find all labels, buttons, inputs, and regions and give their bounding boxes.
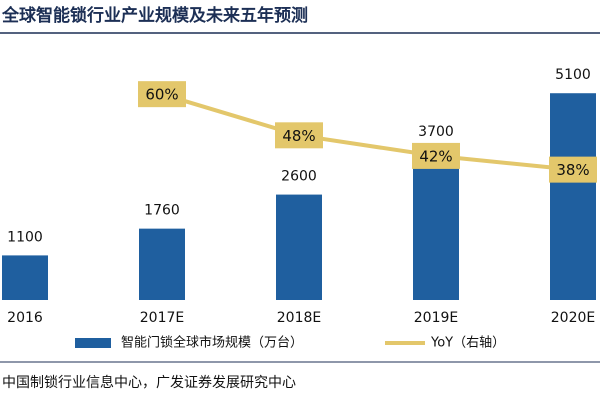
bar	[2, 255, 48, 300]
x-tick-label: 2020E	[551, 310, 595, 326]
line-value-label: 42%	[419, 147, 452, 165]
source: 中国制锁行业信息中心，广发证券发展研究中心	[2, 374, 296, 391]
bar	[276, 194, 322, 300]
line-value-label: 48%	[282, 127, 315, 145]
x-tick-label: 2018E	[277, 310, 321, 326]
line	[161, 92, 574, 172]
bar-value-label: 1100	[7, 229, 43, 245]
x-tick-label: 2017E	[140, 310, 184, 326]
x-tick-label: 2016	[7, 310, 43, 326]
bar-value-label: 1760	[144, 203, 180, 219]
line-label-box	[412, 142, 460, 169]
legend-label: 智能门锁全球市场规模（万台）	[121, 335, 303, 351]
legend-swatch	[75, 338, 111, 348]
bar	[139, 228, 185, 300]
bar-value-label: 3700	[418, 124, 454, 140]
x-tick-label: 2019E	[414, 310, 458, 326]
bar-value-label: 5100	[555, 67, 591, 83]
line-value-label: 38%	[556, 161, 589, 179]
bar	[413, 149, 459, 300]
line-label-box	[275, 122, 323, 149]
line-value-label: 60%	[145, 86, 178, 104]
chart-title: 全球智能锁行业产业规模及未来五年预测	[1, 5, 308, 26]
line-label-box	[549, 156, 597, 183]
legend-label: YoY（右轴）	[430, 336, 505, 351]
bar-value-label: 2600	[281, 169, 317, 185]
bar	[550, 93, 596, 300]
line-label-box	[138, 81, 186, 108]
